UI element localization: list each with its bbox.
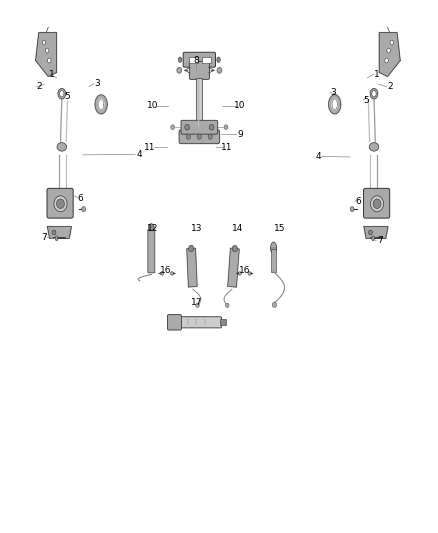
FancyBboxPatch shape [179,130,219,144]
Text: 9: 9 [237,130,243,139]
Text: 10: 10 [147,101,159,110]
Polygon shape [95,95,107,114]
Text: 10: 10 [234,101,246,110]
Bar [196,78,202,128]
Ellipse shape [369,143,379,151]
Text: 2: 2 [36,82,42,91]
Ellipse shape [57,199,64,208]
Text: 8: 8 [194,56,199,64]
Text: 4: 4 [137,150,142,159]
Ellipse shape [368,230,372,235]
Text: 12: 12 [147,224,158,233]
Polygon shape [99,99,104,110]
Ellipse shape [177,67,182,73]
Ellipse shape [248,271,251,275]
Ellipse shape [350,207,354,212]
Ellipse shape [371,196,384,212]
Ellipse shape [42,40,46,45]
Text: 3: 3 [331,87,336,96]
Polygon shape [328,95,341,114]
Polygon shape [187,248,197,287]
Ellipse shape [232,245,237,252]
Ellipse shape [271,242,277,254]
Bar [271,249,276,272]
Text: 11: 11 [221,143,233,152]
Ellipse shape [55,236,58,241]
Ellipse shape [385,58,389,63]
Ellipse shape [148,224,154,231]
Ellipse shape [161,271,164,275]
Text: 13: 13 [191,224,202,233]
Ellipse shape [196,303,199,308]
Ellipse shape [272,302,277,308]
Ellipse shape [209,124,214,130]
Text: 16: 16 [239,266,250,275]
Text: 16: 16 [160,266,172,275]
Polygon shape [35,33,57,76]
Ellipse shape [170,271,173,275]
Ellipse shape [217,67,222,73]
Ellipse shape [58,88,66,99]
Polygon shape [47,227,71,238]
Text: 11: 11 [144,143,156,152]
Ellipse shape [171,125,175,130]
Ellipse shape [186,134,191,140]
Text: 17: 17 [191,298,202,307]
FancyBboxPatch shape [183,52,215,67]
Polygon shape [332,99,337,110]
Ellipse shape [390,40,394,45]
Ellipse shape [47,58,51,63]
Polygon shape [228,248,239,287]
Ellipse shape [52,230,56,235]
FancyBboxPatch shape [177,317,222,328]
Ellipse shape [57,143,67,151]
FancyBboxPatch shape [148,229,155,273]
FancyBboxPatch shape [167,314,181,330]
Text: 15: 15 [273,224,285,233]
Ellipse shape [208,134,212,140]
Ellipse shape [373,199,381,208]
Ellipse shape [370,88,378,99]
FancyBboxPatch shape [364,188,390,218]
Ellipse shape [60,91,64,97]
Ellipse shape [197,134,201,140]
Polygon shape [364,227,388,238]
Ellipse shape [372,91,376,97]
Bar [202,56,211,63]
Text: 14: 14 [232,224,243,233]
FancyBboxPatch shape [189,61,209,79]
Ellipse shape [226,303,229,308]
FancyBboxPatch shape [47,188,73,218]
Text: 6: 6 [355,197,361,206]
Ellipse shape [224,125,228,130]
Text: 5: 5 [64,92,70,101]
Text: 1: 1 [374,70,380,78]
Polygon shape [379,33,400,76]
Ellipse shape [178,57,182,62]
Ellipse shape [372,236,374,241]
Ellipse shape [387,48,390,53]
Text: 5: 5 [364,96,369,105]
Ellipse shape [81,207,85,212]
Text: 7: 7 [377,237,382,246]
Ellipse shape [46,48,49,53]
Text: 2: 2 [387,82,393,91]
Bar [220,319,226,325]
Text: 7: 7 [42,233,47,243]
Bar [189,56,198,63]
Text: 1: 1 [49,70,55,78]
Ellipse shape [54,196,67,212]
Ellipse shape [185,124,190,130]
Text: 3: 3 [94,78,99,87]
Ellipse shape [238,271,241,275]
Ellipse shape [188,245,194,252]
Text: 6: 6 [78,194,84,203]
FancyBboxPatch shape [181,120,218,134]
Text: 4: 4 [316,152,321,161]
Ellipse shape [217,57,220,62]
